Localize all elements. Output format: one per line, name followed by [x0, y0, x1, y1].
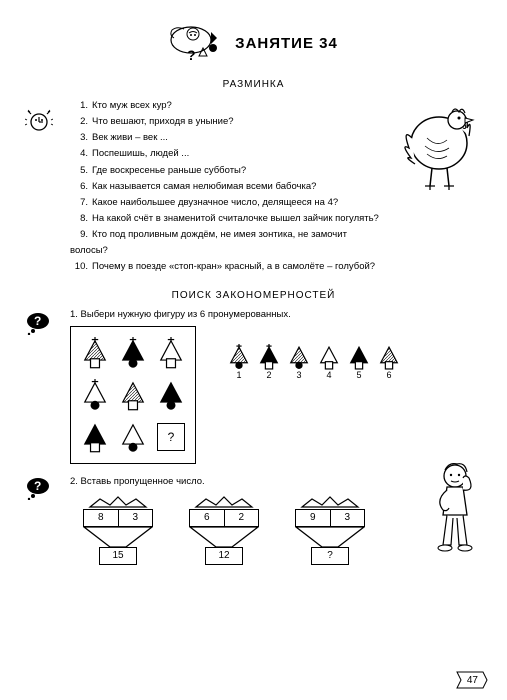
pattern-option[interactable]: 1: [226, 344, 252, 380]
number-tower: 93?: [292, 495, 368, 565]
pattern-option[interactable]: 4: [316, 344, 342, 380]
question-item: 6.Как называется самая нелюбимая всеми б…: [70, 179, 387, 195]
page-number: 47: [455, 670, 489, 690]
question-bubble-icon: ?: [25, 311, 51, 340]
page-number-text: 47: [467, 675, 478, 686]
matrix-cell: ?: [153, 417, 189, 457]
matrix-cell: [77, 333, 113, 373]
tower-funnel-icon: [292, 527, 368, 549]
tower-cap-icon: [80, 495, 156, 509]
matrix-cell: [77, 375, 113, 415]
question-bubble-icon: ?: [25, 476, 51, 505]
question-item: 5.Где воскресенье раньше субботы?: [70, 163, 387, 179]
option-number: 4: [326, 370, 331, 380]
matrix-cell: [77, 417, 113, 457]
warmup-block: 1.Кто муж всех кур?2.Что вешают, приходя…: [30, 98, 477, 276]
matrix-cell: [153, 375, 189, 415]
tower-val-b: 3: [331, 510, 365, 526]
header-illustration-icon: ?: [169, 20, 223, 67]
matrix-cell: [115, 375, 151, 415]
question-item: 9.Кто под проливным дождём, не имея зонт…: [70, 227, 387, 259]
pattern-option[interactable]: 2: [256, 344, 282, 380]
task2-prompt: 2. Вставь пропущенное число.: [70, 476, 477, 487]
question-item: 10.Почему в поезде «стоп-кран» красный, …: [70, 259, 387, 275]
question-item: 3.Век живи – век ...: [70, 130, 387, 146]
svg-text:?: ?: [34, 479, 41, 493]
lesson-title: ЗАНЯТИЕ 34: [235, 35, 338, 52]
svg-text:?: ?: [34, 314, 41, 328]
tower-result: 12: [205, 547, 243, 565]
matrix-cell: [115, 417, 151, 457]
pattern-option[interactable]: 5: [346, 344, 372, 380]
question-item: 2.Что вешают, приходя в уныние?: [70, 114, 387, 130]
number-tower: 83 15: [80, 495, 156, 565]
question-item: 1.Кто муж всех кур?: [70, 98, 387, 114]
number-tower: 62 12: [186, 495, 262, 565]
option-number: 5: [356, 370, 361, 380]
tower-val-b: 2: [225, 510, 259, 526]
tower-funnel-icon: [186, 527, 262, 549]
option-number: 2: [266, 370, 271, 380]
tower-funnel-icon: [80, 527, 156, 549]
tower-val-b: 3: [119, 510, 153, 526]
tower-val-a: 9: [296, 510, 331, 526]
tower-result: 15: [99, 547, 137, 565]
matrix-cell: [115, 333, 151, 373]
matrix-cell: [153, 333, 189, 373]
pattern-option[interactable]: 3: [286, 344, 312, 380]
tower-cap-icon: [186, 495, 262, 509]
pattern-option[interactable]: 6: [376, 344, 402, 380]
alarm-clock-icon: [25, 106, 53, 139]
svg-text:?: ?: [187, 47, 196, 62]
question-item: 8.На какой счёт в знаменитой считалочке …: [70, 211, 387, 227]
question-list: 1.Кто муж всех кур?2.Что вешают, приходя…: [70, 98, 387, 276]
option-number: 6: [386, 370, 391, 380]
rooster-icon: [397, 88, 487, 198]
tower-val-a: 8: [84, 510, 119, 526]
tower-val-a: 6: [190, 510, 225, 526]
option-number: 3: [296, 370, 301, 380]
option-number: 1: [236, 370, 241, 380]
task1-prompt: 1. Выбери нужную фигуру из 6 пронумерова…: [70, 309, 477, 320]
question-item: 4.Поспешишь, людей ...: [70, 146, 387, 162]
lesson-header: ? ЗАНЯТИЕ 34: [30, 20, 477, 67]
tower-result: ?: [311, 547, 349, 565]
towers-row: 8315621293?: [80, 495, 477, 565]
tower-cap-icon: [292, 495, 368, 509]
patterns-heading: ПОИСК ЗАКОНОМЕРНОСТЕЙ: [30, 290, 477, 301]
pattern-task: ? 1 2 3 4 5 6: [70, 326, 477, 464]
pattern-matrix: ?: [70, 326, 196, 464]
question-item: 7.Какое наибольшее двузначное число, дел…: [70, 195, 387, 211]
pattern-options: 1 2 3 4 5 6: [226, 344, 402, 380]
